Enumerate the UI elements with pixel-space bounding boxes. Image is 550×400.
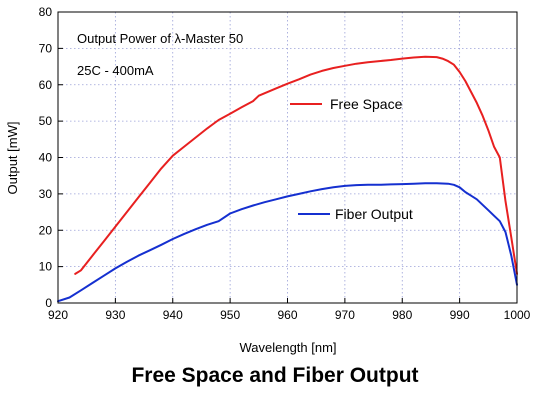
y-axis-title: Output [mW]	[5, 122, 20, 195]
y-tick-label: 30	[39, 187, 53, 201]
x-tick-label: 970	[335, 308, 355, 322]
legend-fiber-output: Fiber Output	[298, 206, 413, 222]
series-layer	[57, 55, 518, 303]
y-tick-label: 80	[39, 5, 53, 19]
legend-free-space: Free Space	[290, 96, 403, 112]
y-tick-label: 0	[45, 296, 52, 310]
x-tick-label: 1000	[504, 308, 531, 322]
y-tick-label: 60	[39, 78, 53, 92]
y-tick-label: 50	[39, 114, 53, 128]
legend-free-space-label: Free Space	[330, 96, 403, 112]
x-tick-label: 980	[392, 308, 412, 322]
grid	[58, 12, 517, 303]
y-tick-label: 10	[39, 260, 53, 274]
y-tick-label: 70	[39, 41, 53, 55]
x-tick-label: 930	[105, 308, 125, 322]
series-line-fiber-output	[57, 182, 518, 303]
x-tick-label: 920	[48, 308, 68, 322]
legend-fiber-output-label: Fiber Output	[335, 206, 413, 222]
series-line-free-space	[74, 55, 518, 275]
x-tick-label: 940	[163, 308, 183, 322]
x-tick-label: 950	[220, 308, 240, 322]
line-chart: 920 930 940 950 960 970 980 990 1000 0 10 20 30 40 50 6…	[5, 5, 531, 355]
axis-ticks: 920 930 940 950 960 970 980 990 1000 0 10 20 30 40 50 6…	[39, 5, 531, 322]
x-tick-label: 960	[277, 308, 297, 322]
x-tick-label: 990	[450, 308, 470, 322]
y-tick-label: 40	[39, 151, 53, 165]
annotation-title: Output Power of λ-Master 50	[77, 31, 243, 46]
x-axis-title: Wavelength [nm]	[239, 340, 336, 355]
annotation-condition: 25C - 400mA	[77, 63, 154, 78]
y-tick-label: 20	[39, 223, 53, 237]
figure-caption: Free Space and Fiber Output	[131, 364, 419, 387]
